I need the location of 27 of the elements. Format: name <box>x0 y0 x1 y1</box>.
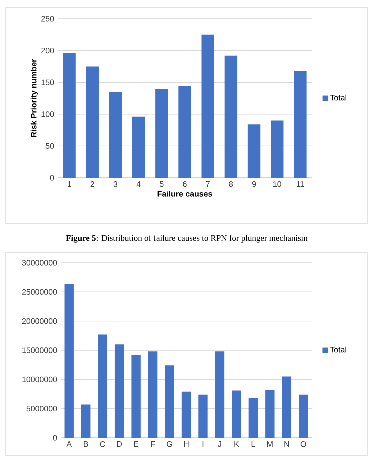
bar <box>114 344 124 438</box>
bar <box>182 392 192 438</box>
bar <box>266 390 275 438</box>
bar <box>248 398 258 438</box>
bar <box>148 352 158 438</box>
bar <box>165 366 174 438</box>
bar <box>202 34 214 178</box>
bar <box>86 66 99 178</box>
bar <box>132 355 141 438</box>
bar <box>271 120 284 178</box>
bar <box>132 116 146 178</box>
bar <box>224 56 238 178</box>
bar <box>178 86 192 178</box>
bar <box>82 404 91 438</box>
text: Figure 5: Distribution of failure causes to RPN for plunger mechanism <box>66 235 308 243</box>
bar <box>294 71 307 178</box>
bar <box>299 394 308 438</box>
bar <box>156 88 168 178</box>
bar <box>248 124 261 178</box>
bar <box>64 284 74 438</box>
bar <box>215 352 225 438</box>
bar <box>63 53 76 178</box>
bar <box>282 376 292 438</box>
bar <box>109 92 122 178</box>
bar <box>232 390 242 438</box>
bar <box>198 394 208 438</box>
bar <box>98 334 108 438</box>
